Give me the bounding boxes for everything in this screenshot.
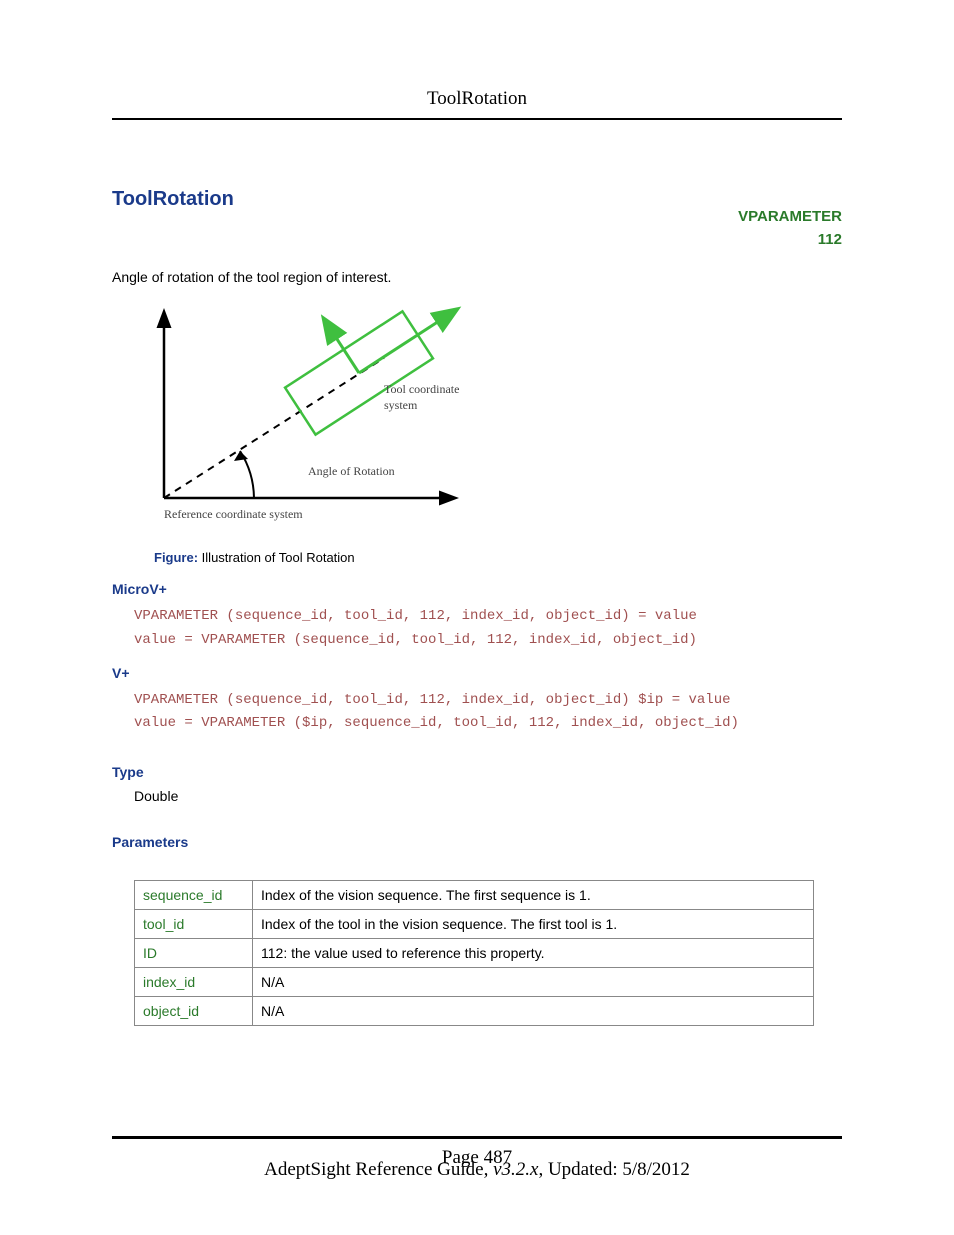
table-row: sequence_idIndex of the vision sequence.… xyxy=(135,881,814,910)
label-tool-coord-1: Tool coordinate xyxy=(384,382,459,396)
caption-label: Figure: xyxy=(154,550,198,565)
param-name: object_id xyxy=(135,997,253,1026)
param-name: tool_id xyxy=(135,910,253,939)
tag-line2: 112 xyxy=(738,229,842,252)
label-angle: Angle of Rotation xyxy=(308,464,395,478)
vparameter-tag: VPARAMETER 112 xyxy=(738,206,842,251)
code-vplus: VPARAMETER (sequence_id, tool_id, 112, i… xyxy=(134,689,842,737)
param-name: ID xyxy=(135,939,253,968)
heading-type: Type xyxy=(112,764,842,780)
table-row: object_idN/A xyxy=(135,997,814,1026)
figure-caption: Figure: Illustration of Tool Rotation xyxy=(154,550,842,565)
table-row: ID112: the value used to reference this … xyxy=(135,939,814,968)
rotation-diagram: Tool coordinate system Angle of Rotation… xyxy=(134,303,494,533)
parameters-table: sequence_idIndex of the vision sequence.… xyxy=(134,880,814,1026)
heading-microv: MicroV+ xyxy=(112,581,842,597)
param-desc: N/A xyxy=(253,997,814,1026)
footer: AdeptSight Reference Guide, v3.2.x, Upda… xyxy=(112,1136,842,1181)
heading-vplus: V+ xyxy=(112,665,842,681)
tag-line1: VPARAMETER xyxy=(738,206,842,229)
heading-parameters: Parameters xyxy=(112,834,842,850)
label-ref: Reference coordinate system xyxy=(164,507,303,521)
param-desc: N/A xyxy=(253,968,814,997)
label-tool-coord-2: system xyxy=(384,398,418,412)
code-microv: VPARAMETER (sequence_id, tool_id, 112, i… xyxy=(134,605,842,653)
page-number: Page 487 xyxy=(112,1147,842,1169)
page-title: ToolRotation xyxy=(112,188,842,211)
caption-text: Illustration of Tool Rotation xyxy=(198,550,355,565)
param-name: sequence_id xyxy=(135,881,253,910)
page-container: ToolRotation ToolRotation VPARAMETER 112… xyxy=(0,0,954,1026)
param-desc: Index of the vision sequence. The first … xyxy=(253,881,814,910)
param-desc: 112: the value used to reference this pr… xyxy=(253,939,814,968)
type-value: Double xyxy=(134,788,842,804)
param-desc: Index of the tool in the vision sequence… xyxy=(253,910,814,939)
description: Angle of rotation of the tool region of … xyxy=(112,269,842,285)
figure: Tool coordinate system Angle of Rotation… xyxy=(134,303,842,538)
running-header: ToolRotation xyxy=(112,88,842,120)
table-row: tool_idIndex of the tool in the vision s… xyxy=(135,910,814,939)
table-row: index_idN/A xyxy=(135,968,814,997)
param-name: index_id xyxy=(135,968,253,997)
title-row: ToolRotation VPARAMETER 112 xyxy=(112,188,842,211)
